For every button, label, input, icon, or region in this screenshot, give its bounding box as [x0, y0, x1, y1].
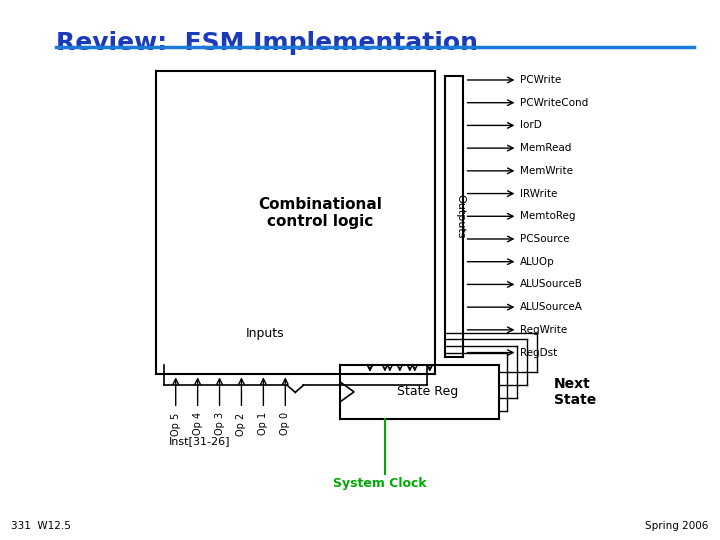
Text: PCSource: PCSource [521, 234, 570, 244]
Text: MemWrite: MemWrite [521, 166, 573, 176]
Text: Next
State: Next State [554, 377, 596, 407]
Text: IRWrite: IRWrite [521, 188, 558, 199]
Text: Spring 2006: Spring 2006 [645, 521, 708, 531]
Text: PCWrite: PCWrite [521, 75, 562, 85]
Text: RegWrite: RegWrite [521, 325, 567, 335]
Text: PCWriteCond: PCWriteCond [521, 98, 589, 107]
Text: ALUSourceB: ALUSourceB [521, 279, 583, 289]
Text: Op 1: Op 1 [258, 412, 269, 435]
Text: Inputs: Inputs [246, 327, 284, 340]
Text: ALUOp: ALUOp [521, 256, 555, 267]
Text: System Clock: System Clock [333, 477, 427, 490]
Text: Op 5: Op 5 [171, 412, 181, 436]
Text: MemtoReg: MemtoReg [521, 211, 576, 221]
Text: MemRead: MemRead [521, 143, 572, 153]
Text: Inst[31-26]: Inst[31-26] [168, 436, 230, 446]
Text: Op 2: Op 2 [236, 412, 246, 436]
Text: Review:  FSM Implementation: Review: FSM Implementation [56, 31, 478, 55]
Text: ALUSourceA: ALUSourceA [521, 302, 583, 312]
Text: Combinational
control logic: Combinational control logic [258, 197, 382, 229]
Text: IorD: IorD [521, 120, 542, 131]
Text: Op 3: Op 3 [215, 412, 225, 435]
Text: Op 4: Op 4 [193, 412, 202, 435]
Text: State Reg: State Reg [397, 386, 459, 399]
Text: 331  W12.5: 331 W12.5 [12, 521, 71, 531]
Text: Op 0: Op 0 [280, 412, 290, 435]
Text: Outputs: Outputs [456, 194, 466, 239]
Text: RegDst: RegDst [521, 348, 557, 357]
